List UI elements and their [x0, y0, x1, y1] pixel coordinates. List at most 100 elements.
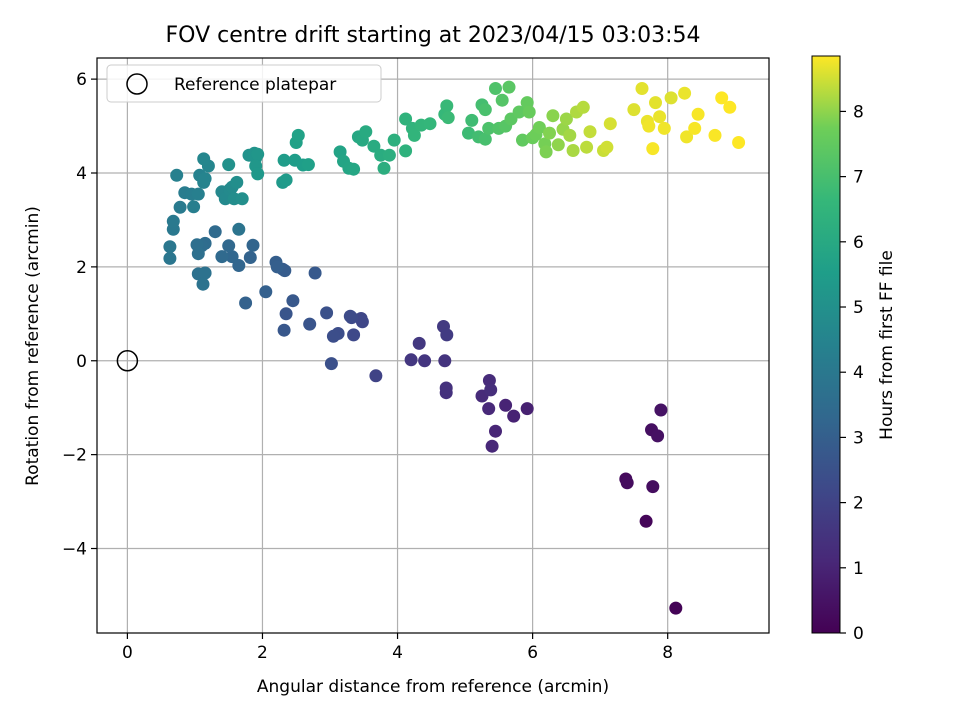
colorbar: 0 1 2 3 4 5 6 7 8 Hours from first FF file	[811, 55, 897, 644]
data-point	[367, 139, 381, 153]
data-point	[603, 117, 617, 131]
legend-label-reference-platepar: Reference platepar	[174, 75, 336, 95]
colorbar-label: Hours from first FF file	[877, 250, 897, 440]
data-point	[303, 317, 317, 331]
data-point	[163, 251, 177, 265]
data-point	[291, 128, 305, 142]
data-point	[478, 103, 492, 117]
legend-marker	[126, 73, 148, 95]
y-axis-label: Rotation from reference (arcmin)	[23, 206, 43, 486]
data-point	[576, 100, 590, 114]
data-point	[418, 354, 432, 368]
data-point	[308, 266, 322, 280]
data-point	[546, 109, 560, 123]
data-point	[399, 144, 413, 158]
data-point	[423, 117, 437, 131]
data-point	[691, 107, 705, 121]
data-point	[277, 323, 291, 337]
data-point	[678, 86, 692, 100]
data-point	[627, 103, 641, 117]
x-tick-label: 6	[527, 643, 538, 663]
data-point	[478, 132, 492, 146]
data-point	[489, 424, 502, 438]
data-point	[516, 133, 529, 147]
data-point	[225, 250, 239, 264]
data-point	[646, 480, 660, 494]
data-point	[715, 91, 729, 105]
data-point	[642, 119, 656, 133]
data-point	[583, 125, 597, 139]
data-point	[440, 99, 454, 113]
data-point	[270, 260, 284, 274]
colorbar-tick-label: 7	[853, 168, 864, 188]
data-point	[635, 82, 649, 95]
data-point	[651, 429, 665, 443]
data-point	[230, 175, 244, 189]
data-point	[520, 402, 534, 416]
data-point	[347, 328, 361, 342]
data-point	[438, 354, 452, 368]
data-point	[543, 126, 556, 140]
colorbar-tick-label: 3	[853, 428, 864, 448]
data-points	[116, 80, 746, 615]
grid-lines	[97, 58, 769, 633]
data-point	[732, 136, 746, 149]
y-tick-label: −4	[62, 540, 87, 560]
data-point	[173, 200, 187, 214]
data-point	[187, 200, 201, 214]
data-point	[646, 142, 660, 156]
data-point	[484, 383, 498, 397]
data-point	[551, 138, 565, 152]
data-point	[507, 409, 521, 423]
x-tick-label: 2	[257, 643, 268, 663]
data-point	[208, 225, 222, 239]
data-point	[197, 152, 211, 166]
y-tick-label: 2	[76, 258, 87, 278]
data-point	[566, 144, 580, 157]
data-point	[222, 158, 236, 172]
y-tick-label: 6	[76, 70, 87, 90]
data-point	[347, 162, 361, 176]
data-point	[404, 353, 418, 367]
data-point	[639, 514, 653, 528]
y-tick-label: 4	[76, 164, 87, 184]
data-point	[251, 147, 265, 161]
data-point	[580, 140, 594, 154]
colorbar-tick-label: 0	[853, 624, 864, 644]
colorbar-tick-label: 8	[853, 102, 864, 122]
y-tick-label: 0	[76, 352, 87, 372]
data-point	[232, 222, 246, 236]
x-axis-ticks: 0 2 4 6 8	[122, 633, 673, 663]
data-point	[499, 398, 513, 412]
colorbar-tick-label: 4	[853, 363, 864, 383]
legend: Reference platepar	[106, 64, 382, 103]
data-point	[462, 126, 475, 140]
data-point	[664, 91, 678, 105]
colorbar-tick-label: 2	[853, 494, 864, 514]
data-point	[163, 240, 177, 254]
data-point	[191, 187, 205, 201]
legend-box	[106, 64, 382, 103]
data-point	[407, 128, 421, 142]
data-point	[563, 128, 577, 142]
data-point	[301, 158, 315, 172]
data-point	[326, 329, 340, 343]
data-point	[669, 601, 683, 615]
data-point	[387, 133, 401, 147]
data-point	[723, 100, 737, 114]
data-point	[412, 336, 426, 350]
data-point	[259, 285, 273, 299]
data-point	[441, 111, 455, 125]
data-point	[355, 315, 369, 329]
y-axis-ticks: −4 −2 0 2 4 6	[62, 70, 97, 560]
data-point	[688, 121, 702, 135]
data-point	[166, 214, 180, 228]
data-point	[654, 403, 668, 417]
data-point	[343, 309, 357, 323]
colorbar-ticks: 0 1 2 3 4 5 6 7 8	[840, 102, 864, 644]
data-point	[246, 238, 260, 252]
data-point	[235, 192, 249, 206]
data-point	[369, 369, 383, 383]
